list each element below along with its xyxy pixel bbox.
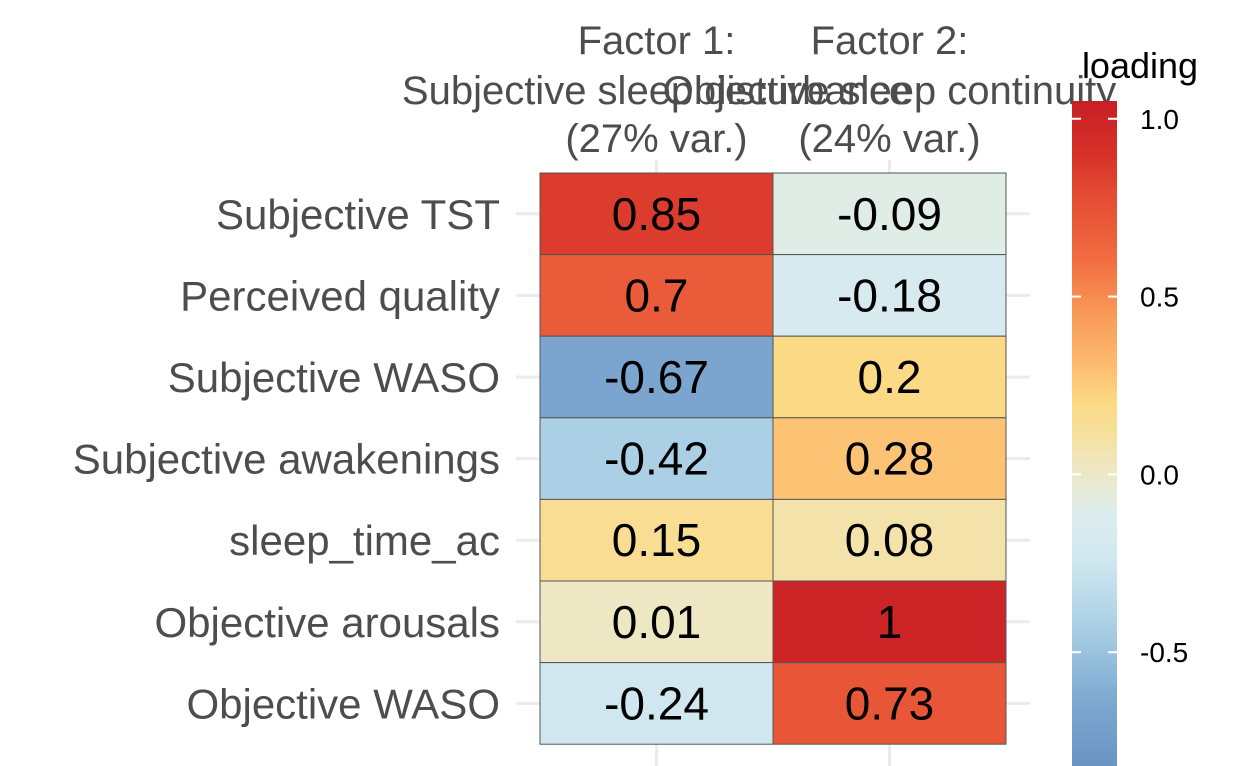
cell-value-label: -0.67 [604, 351, 709, 403]
heatmap-cell [772, 498, 1007, 582]
column-label-line2: Objective sleep continuity [663, 69, 1117, 113]
heatmap-cell [772, 335, 1007, 419]
legend-tick-label: 1.0 [1140, 104, 1179, 135]
cell-value-labels: 0.85 -0.09 0.7 -0.18 -0.67 0.2 -0.42 0.28 0.15 0.… [604, 188, 942, 730]
cell-value-label: 0.85 [612, 188, 702, 240]
column-label-line3: (27% var.) [565, 117, 747, 161]
cell-value-label: -0.42 [604, 433, 709, 485]
cell-value-label: -0.09 [837, 188, 942, 240]
cell-value-label: -0.18 [837, 269, 942, 321]
column-label-line1: Factor 2: [811, 19, 969, 63]
row-label: Subjective WASO [168, 354, 500, 401]
legend-ticks: 1.0 0.5 0.0 -0.5 [1072, 104, 1188, 668]
column-label-line1: Factor 1: [578, 19, 736, 63]
cell-value-label: 0.7 [625, 269, 689, 321]
column-labels: Factor 1: Subjective sleep disturbance(27… [402, 19, 1116, 161]
heatmap-cell [539, 417, 774, 500]
row-label: Perceived quality [180, 272, 500, 319]
column-label-line3: (24% var.) [798, 117, 980, 161]
cell-value-label: 0.73 [845, 677, 935, 729]
cell-value-label: 1 [877, 596, 903, 648]
legend-tick-label: 0.5 [1140, 282, 1179, 313]
legend-tick-label: -0.5 [1140, 637, 1188, 668]
heatmap-cell [772, 580, 1007, 664]
row-labels: Subjective TST Perceived quality Subjectiv… [73, 191, 500, 728]
heatmap-cell [772, 417, 1007, 500]
heatmap-cell [539, 580, 774, 664]
heatmap-cell [539, 662, 774, 745]
heatmap-cell [772, 662, 1007, 745]
row-label: Objective arousals [155, 599, 501, 646]
row-label: Subjective TST [216, 191, 500, 238]
legend-title: loading [1082, 45, 1198, 86]
cell-value-label: 0.15 [612, 514, 702, 566]
row-label: Objective WASO [186, 680, 500, 727]
cell-value-label: 0.01 [612, 596, 702, 648]
column-label-line2: Subjective sleep disturbance [402, 69, 911, 113]
color-legend: loading 1.0 0.5 0.0 -0.5 [1072, 45, 1198, 766]
heatmap-cells [539, 172, 1007, 745]
cell-value-label: -0.24 [604, 677, 709, 729]
row-label: sleep_time_ac [229, 517, 500, 564]
row-label: Subjective awakenings [73, 436, 500, 483]
cell-value-label: 0.08 [845, 514, 935, 566]
heatmap-cell [539, 498, 774, 582]
legend-tick-label: 0.0 [1140, 459, 1179, 490]
cell-value-label: 0.2 [858, 351, 922, 403]
legend-colorbar [1072, 101, 1117, 766]
cell-value-label: 0.28 [845, 433, 935, 485]
